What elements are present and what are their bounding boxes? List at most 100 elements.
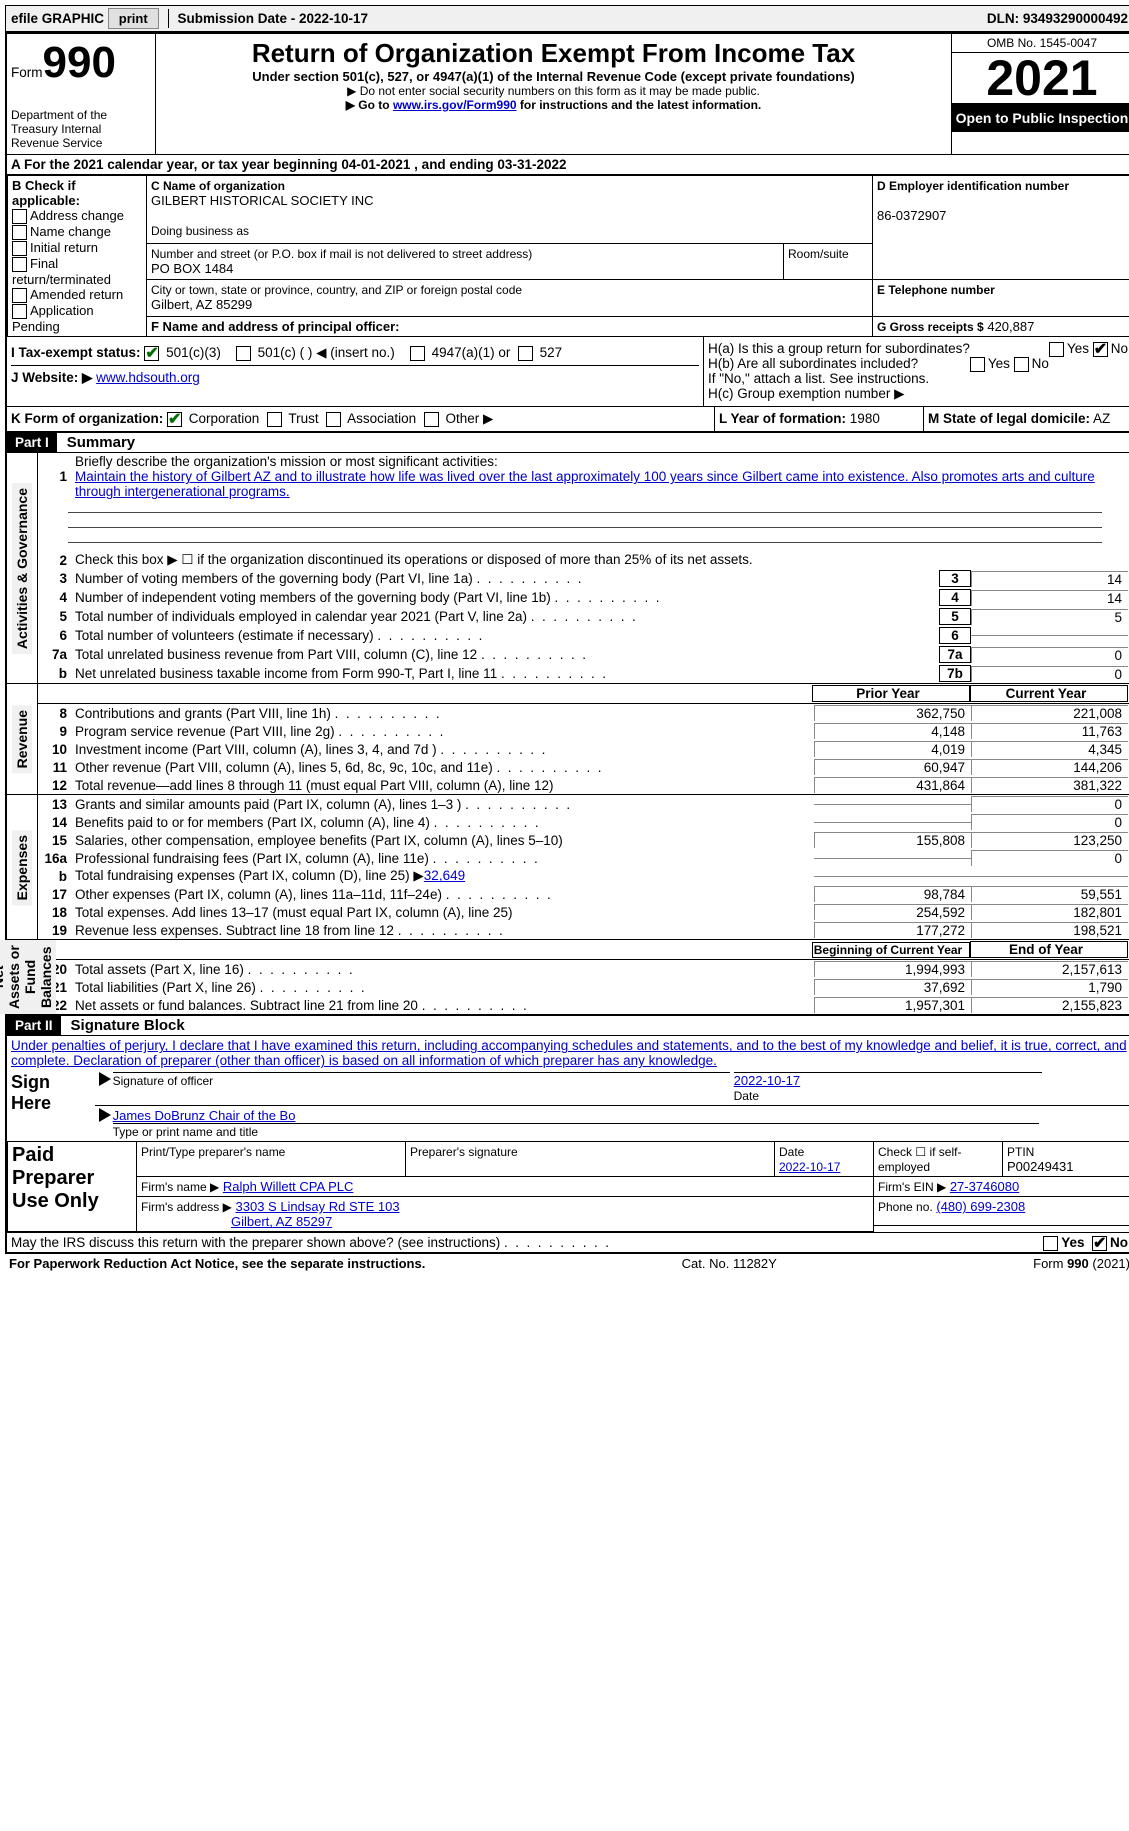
- expenses-content: 13Grants and similar amounts paid (Part …: [38, 795, 1129, 939]
- final-return-checkbox[interactable]: [12, 257, 27, 272]
- date-lbl: Date: [734, 1089, 759, 1103]
- l19-label: Revenue less expenses. Subtract line 18 …: [75, 923, 814, 938]
- c16b-gray: [971, 876, 1128, 877]
- d-cell: D Employer identification number 86-0372…: [873, 176, 1129, 280]
- note-goto: ▶ Go to www.irs.gov/Form990 for instruct…: [160, 98, 947, 112]
- irs-link[interactable]: www.irs.gov/Form990: [393, 98, 517, 112]
- revenue-content: Prior YearCurrent Year 8Contributions an…: [38, 684, 1129, 794]
- prep-name-cell: Print/Type preparer's name: [137, 1142, 406, 1177]
- 4947-checkbox[interactable]: [410, 346, 425, 361]
- l1-label: Briefly describe the organization's miss…: [75, 454, 498, 469]
- discuss-yes-checkbox[interactable]: [1043, 1236, 1058, 1251]
- c10: 4,345: [971, 741, 1128, 757]
- prep-date-lbl: Date: [779, 1145, 804, 1159]
- print-button[interactable]: print: [108, 8, 159, 29]
- goto-suffix: for instructions and the latest informat…: [517, 98, 762, 112]
- beg-hdr: Beginning of Current Year: [812, 942, 970, 958]
- addr-label: Number and street (or P.O. box if mail i…: [151, 247, 532, 261]
- net-section: Net Assets or Fund Balances Beginning of…: [7, 940, 1129, 1015]
- l16b-val: 32,649: [424, 868, 465, 883]
- activities-content: 1Briefly describe the organization's mis…: [38, 453, 1129, 683]
- hc-label: H(c) Group exemption number ▶: [708, 386, 1128, 402]
- b-title: B Check if applicable:: [12, 178, 80, 208]
- l9-label: Program service revenue (Part VIII, line…: [75, 724, 814, 739]
- open-inspection: Open to Public Inspection: [952, 104, 1129, 132]
- hb-no-checkbox[interactable]: [1014, 357, 1029, 372]
- e-label: E Telephone number: [877, 283, 995, 297]
- discuss-dots: [504, 1235, 609, 1250]
- subtitle: Under section 501(c), 527, or 4947(a)(1)…: [160, 69, 947, 84]
- k-cell: K Form of organization: Corporation Trus…: [7, 407, 714, 431]
- footer-left: For Paperwork Reduction Act Notice, see …: [9, 1256, 425, 1271]
- city: Gilbert, AZ 85299: [151, 297, 252, 312]
- e-cell: E Telephone number: [873, 280, 1129, 316]
- other-checkbox[interactable]: [424, 412, 439, 427]
- l7b-label: Net unrelated business taxable income fr…: [75, 666, 939, 681]
- line22: 22Net assets or fund balances. Subtract …: [38, 996, 1129, 1014]
- p12: 431,864: [814, 777, 971, 793]
- trust-checkbox[interactable]: [267, 412, 282, 427]
- no-lbl2: No: [1032, 356, 1049, 371]
- name-change-checkbox[interactable]: [12, 225, 27, 240]
- line7b: bNet unrelated business taxable income f…: [38, 664, 1129, 683]
- prep-date: 2022-10-17: [779, 1160, 840, 1174]
- amended-checkbox[interactable]: [12, 288, 27, 303]
- line1: 1Briefly describe the organization's mis…: [38, 453, 1129, 500]
- l4-label: Number of independent voting members of …: [75, 590, 939, 605]
- c22: 2,155,823: [971, 997, 1128, 1013]
- city-label: City or town, state or province, country…: [151, 283, 522, 297]
- ha-yes-checkbox[interactable]: [1049, 342, 1064, 357]
- 501c-checkbox[interactable]: [236, 346, 251, 361]
- g-cell: G Gross receipts $ 420,887: [873, 316, 1129, 337]
- ptin-cell: PTINP00249431: [1003, 1142, 1129, 1177]
- p10: 4,019: [814, 741, 971, 757]
- h-col: H(a) Is this a group return for subordin…: [703, 337, 1129, 406]
- c-addr-cell: Number and street (or P.O. box if mail i…: [147, 243, 784, 279]
- l3-label: Number of voting members of the governin…: [75, 571, 939, 586]
- sign-here: Sign Here: [11, 1072, 51, 1113]
- discuss-label: May the IRS discuss this return with the…: [11, 1235, 500, 1250]
- corp-checkbox[interactable]: [167, 412, 182, 427]
- form-number: 990: [43, 38, 116, 87]
- line15: 15Salaries, other compensation, employee…: [38, 831, 1129, 849]
- phone-cell: Phone no. (480) 699-2308: [874, 1197, 1129, 1226]
- 501c3-checkbox[interactable]: [144, 346, 159, 361]
- initial-return-checkbox[interactable]: [12, 241, 27, 256]
- type-name-lbl: Type or print name and title: [113, 1125, 258, 1139]
- phone-lbl: Phone no.: [878, 1200, 933, 1214]
- ptin: P00249431: [1007, 1159, 1074, 1174]
- i-opt-1: 501(c) ( ) ◀ (insert no.): [258, 345, 395, 360]
- paid-label: Paid Preparer Use Only: [12, 1144, 99, 1212]
- l11-label: Other revenue (Part VIII, column (A), li…: [75, 760, 814, 775]
- l5-label: Total number of individuals employed in …: [75, 609, 939, 624]
- c14: 0: [971, 814, 1128, 830]
- discuss-no-checkbox[interactable]: [1092, 1236, 1107, 1251]
- line2: 2Check this box ▶ ☐ if the organization …: [38, 551, 1129, 569]
- prep-date-cell: Date2022-10-17: [775, 1142, 874, 1177]
- ha-no-checkbox[interactable]: [1093, 342, 1108, 357]
- p21: 37,692: [814, 979, 971, 995]
- prep-sig-cell: Preparer's signature: [406, 1142, 775, 1177]
- side-net: Net Assets or Fund Balances: [0, 940, 56, 1014]
- line17: 17Other expenses (Part IX, column (A), l…: [38, 885, 1129, 903]
- firm-ein-lbl: Firm's EIN ▶: [878, 1180, 946, 1194]
- l7a-label: Total unrelated business revenue from Pa…: [75, 647, 939, 662]
- assoc-checkbox[interactable]: [326, 412, 341, 427]
- perjury: Under penalties of perjury, I declare th…: [7, 1036, 1129, 1070]
- d-label: D Employer identification number: [877, 179, 1069, 193]
- f-cell: F Name and address of principal officer:: [147, 316, 873, 337]
- 527-checkbox[interactable]: [518, 346, 533, 361]
- app-pending-checkbox[interactable]: [12, 304, 27, 319]
- main-title: Return of Organization Exempt From Incom…: [160, 38, 947, 69]
- top-bar: efile GRAPHIC print Submission Date - 20…: [5, 5, 1129, 32]
- goto-prefix: ▶ Go to: [346, 98, 393, 112]
- addr-change-checkbox[interactable]: [12, 209, 27, 224]
- b-cell: B Check if applicable: Address change Na…: [8, 176, 147, 337]
- side-revenue: Revenue: [12, 705, 32, 773]
- line-a: A For the 2021 calendar year, or tax yea…: [7, 155, 1129, 175]
- l16a-label: Professional fundraising fees (Part IX, …: [75, 851, 814, 866]
- expenses-section: Expenses 13Grants and similar amounts pa…: [7, 795, 1129, 940]
- website-link[interactable]: www.hdsouth.org: [96, 370, 200, 385]
- hb-yes-checkbox[interactable]: [970, 357, 985, 372]
- right-header: OMB No. 1545-0047 2021 Open to Public In…: [952, 34, 1129, 154]
